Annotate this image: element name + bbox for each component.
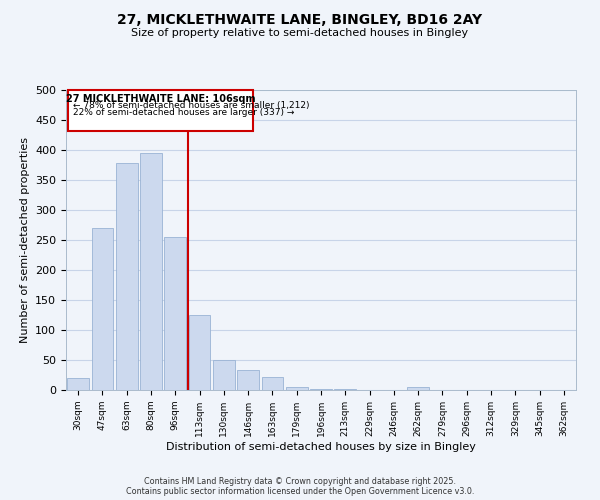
Bar — [116, 163, 137, 390]
Text: 27 MICKLETHWAITE LANE: 106sqm: 27 MICKLETHWAITE LANE: 106sqm — [66, 94, 255, 104]
Text: ← 78% of semi-detached houses are smaller (1,212): ← 78% of semi-detached houses are smalle… — [73, 101, 310, 110]
Text: 22% of semi-detached houses are larger (337) →: 22% of semi-detached houses are larger (… — [73, 108, 294, 117]
Bar — [188, 315, 211, 390]
Bar — [67, 378, 89, 390]
Bar — [407, 387, 429, 390]
Bar — [310, 389, 332, 390]
X-axis label: Distribution of semi-detached houses by size in Bingley: Distribution of semi-detached houses by … — [166, 442, 476, 452]
Y-axis label: Number of semi-detached properties: Number of semi-detached properties — [20, 137, 29, 343]
Text: 27, MICKLETHWAITE LANE, BINGLEY, BD16 2AY: 27, MICKLETHWAITE LANE, BINGLEY, BD16 2A… — [118, 12, 482, 26]
FancyBboxPatch shape — [68, 90, 253, 131]
Bar — [237, 370, 259, 390]
Text: Size of property relative to semi-detached houses in Bingley: Size of property relative to semi-detach… — [131, 28, 469, 38]
Bar — [140, 153, 162, 390]
Bar — [262, 377, 283, 390]
Text: Contains HM Land Registry data © Crown copyright and database right 2025.: Contains HM Land Registry data © Crown c… — [144, 478, 456, 486]
Bar — [91, 228, 113, 390]
Bar — [164, 237, 186, 390]
Bar — [213, 360, 235, 390]
Bar — [286, 387, 308, 390]
Text: Contains public sector information licensed under the Open Government Licence v3: Contains public sector information licen… — [126, 488, 474, 496]
